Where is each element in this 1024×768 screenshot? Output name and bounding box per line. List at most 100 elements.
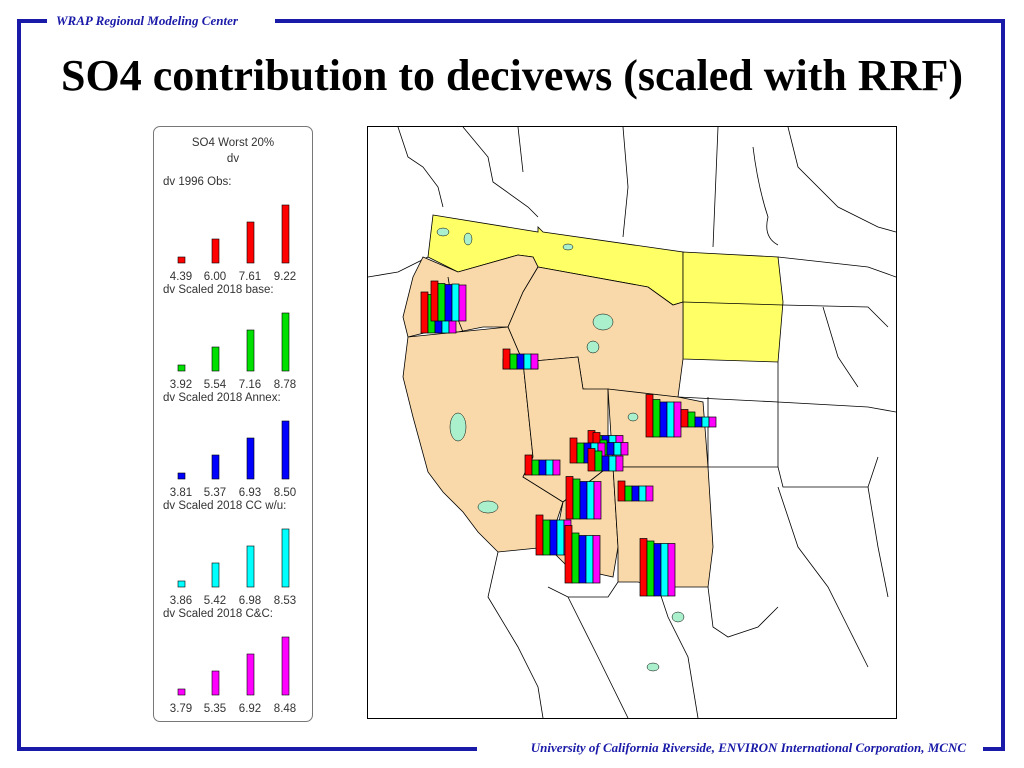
legend-value-label: 8.50: [274, 487, 296, 499]
site-bar: [660, 543, 669, 597]
site-bar: [608, 435, 617, 444]
site-bar: [694, 416, 703, 428]
legend-bar: [177, 364, 186, 372]
legend-bar: [281, 420, 290, 480]
site-bar: [524, 454, 533, 476]
site-bar: [586, 481, 595, 520]
site-bar: [639, 538, 648, 597]
site-bar: [659, 401, 668, 438]
site-bar: [687, 411, 696, 428]
legend-group-label: dv 1996 Obs:: [163, 176, 231, 188]
legend-value-label: 5.42: [204, 595, 226, 607]
site-bar: [652, 399, 661, 438]
legend-bar: [281, 312, 290, 372]
legend-bar: [246, 329, 255, 372]
state-lines: [447, 256, 896, 718]
site-bar: [451, 283, 460, 322]
site-bar: [585, 535, 594, 584]
site-bar: [430, 280, 439, 322]
site-bar: [549, 519, 558, 556]
site-bar: [576, 442, 585, 464]
site-bar: [564, 525, 573, 584]
legend-value-label: 6.93: [239, 487, 261, 499]
legend-bar: [281, 528, 290, 588]
site-bar: [593, 481, 602, 520]
frame-right: [1001, 19, 1005, 751]
site-bar: [509, 353, 518, 370]
site-bar: [667, 543, 676, 597]
legend-value-label: 3.86: [170, 595, 192, 607]
legend-value-label: 5.37: [204, 487, 226, 499]
site-bar: [516, 353, 525, 370]
site-bar: [615, 435, 624, 444]
legend-panel: SO4 Worst 20% dv dv 1996 Obs: 4.39 6.00 7.6…: [153, 126, 313, 722]
site-bar: [420, 291, 429, 334]
legend-group-label: dv Scaled 2018 base:: [163, 284, 274, 296]
legend-value-label: 5.35: [204, 703, 226, 715]
lakes: [436, 227, 685, 672]
page-title: SO4 contribution to decivews (scaled wit…: [61, 51, 963, 100]
site-bar: [545, 459, 554, 476]
site-bar: [606, 442, 615, 456]
legend-value-label: 7.16: [239, 379, 261, 391]
legend-value-label: 5.54: [204, 379, 227, 391]
site-bar: [613, 442, 622, 456]
site-bar: [542, 519, 551, 556]
site-bar: [615, 455, 624, 472]
header-org-label: WRAP Regional Modeling Center: [56, 13, 238, 28]
site-bar: [666, 401, 675, 438]
legend-bar: [281, 636, 290, 696]
legend-bar: [211, 454, 220, 480]
legend-bar: [281, 204, 290, 264]
legend-value-label: 4.39: [170, 271, 192, 283]
legend-bar: [177, 580, 186, 588]
legend-value-label: 3.79: [170, 703, 192, 715]
site-bar: [444, 284, 453, 322]
site-bar: [571, 532, 580, 584]
legend-bar: [211, 238, 220, 264]
site-bar: [437, 283, 446, 322]
sulfate-map: [367, 126, 897, 719]
site-bar: [645, 394, 654, 438]
legend-value-label: 6.00: [204, 271, 226, 283]
frame-top-left: [17, 19, 47, 23]
yellow-states: [427, 214, 784, 363]
legend-bar: [211, 562, 220, 588]
site-bar: [645, 485, 654, 502]
map-boundaries-north: [368, 127, 896, 278]
site-bar: [653, 543, 662, 597]
frame-left: [17, 19, 21, 751]
legend-title: SO4 Worst 20%: [192, 137, 274, 149]
site-bar: [578, 535, 587, 584]
site-bar: [458, 284, 467, 322]
legend-group-label: dv Scaled 2018 Annex:: [163, 392, 281, 404]
site-bar: [608, 455, 617, 472]
legend-bar: [177, 688, 186, 696]
legend-value-label: 8.78: [274, 379, 296, 391]
legend-bar: [211, 670, 220, 696]
map-graphic: [368, 127, 896, 718]
site-bar: [592, 535, 601, 584]
site-bar: [569, 437, 578, 464]
footer-credits: University of California Riverside, ENVI…: [530, 740, 966, 755]
legend-value-label: 9.22: [274, 271, 296, 283]
legend-bar: [211, 346, 220, 372]
legend-bar: [246, 545, 255, 588]
legend-unit: dv: [227, 153, 239, 165]
site-bar: [579, 481, 588, 520]
site-bar: [638, 485, 647, 502]
frame-bottom-left: [17, 747, 477, 751]
site-bar: [587, 448, 596, 472]
legend-bar: [246, 437, 255, 480]
site-bar: [617, 480, 626, 502]
site-bar: [552, 459, 561, 476]
legend-value-label: 6.92: [239, 703, 261, 715]
legend-group-label: dv Scaled 2018 C&C:: [163, 608, 273, 620]
legend-bar: [246, 221, 255, 264]
site-bar: [538, 459, 547, 476]
site-bar: [680, 409, 689, 428]
site-bar: [701, 416, 710, 428]
site-bar: [572, 478, 581, 520]
map-bar-groups: [420, 280, 717, 597]
site-bar: [531, 459, 540, 476]
